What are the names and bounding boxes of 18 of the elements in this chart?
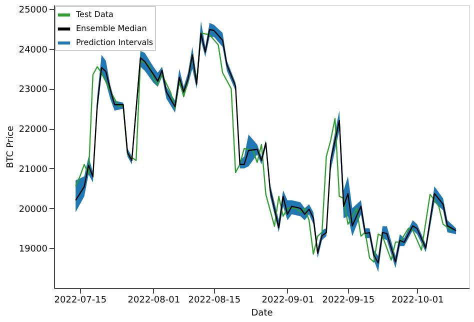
x-tick-label: 2022-09-01 [262,296,314,306]
y-tick-label: 23000 [18,85,48,96]
x-tick-label: 2022-09-15 [322,296,375,306]
legend-label: Ensemble Median [76,24,147,33]
x-axis-title: Date [251,308,274,318]
y-tick-label: 22000 [18,125,48,136]
legend-label: Test Data [75,10,114,19]
y-tick-label: 21000 [18,164,48,175]
y-tick-label: 19000 [18,244,48,255]
x-tick-label: 2022-07-15 [54,296,107,306]
x-tick-label: 2022-10-01 [391,296,444,306]
x-tick-label: 2022-08-15 [188,296,241,306]
legend-label: Prediction Intervals [76,38,154,47]
x-tick-label: 2022-08-01 [128,296,180,306]
y-tick-label: 25000 [18,5,48,16]
y-tick-label: 20000 [18,204,48,215]
y-tick-label: 24000 [18,45,48,56]
y-axis-title: BTC Price [6,125,16,168]
